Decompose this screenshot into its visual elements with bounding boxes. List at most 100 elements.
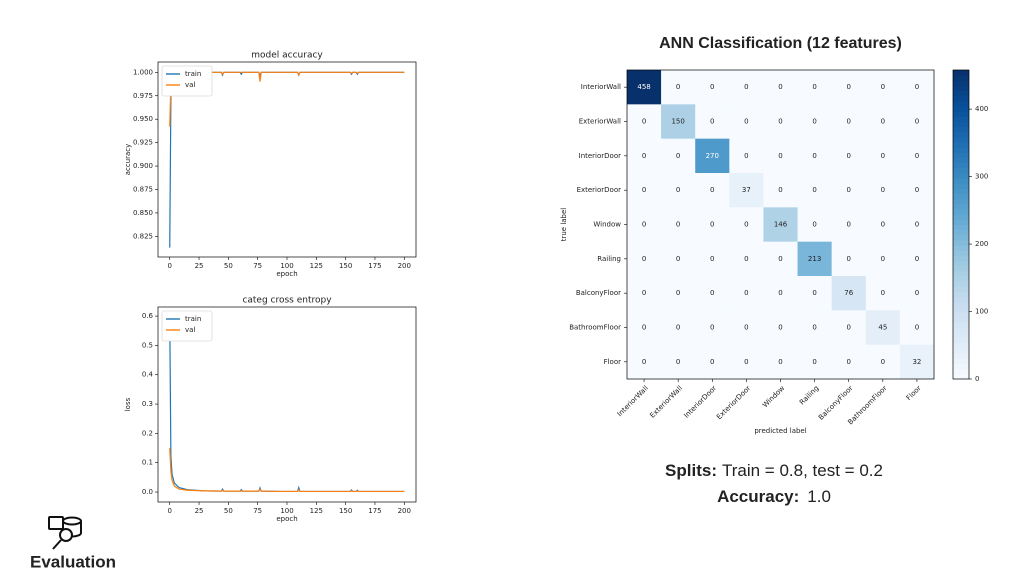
colorbar-step: [953, 250, 969, 256]
cell-value: 0: [642, 324, 646, 332]
cell: [797, 173, 832, 208]
cell: [661, 173, 696, 208]
x-tick-label: 0: [167, 507, 171, 515]
x-tick-label: 125: [310, 507, 323, 515]
cell: [763, 104, 798, 139]
colorbar-tick-label: 200: [975, 240, 988, 248]
cell: [695, 241, 730, 277]
y-tick-label: Floor: [604, 358, 622, 366]
cell: [661, 104, 696, 139]
chart-title: model accuracy: [251, 51, 323, 61]
cell-value: 0: [846, 83, 850, 91]
y-tick-label: 1.000: [133, 68, 153, 76]
colorbar-step: [953, 245, 969, 251]
cell: [797, 241, 832, 277]
colorbar-step: [953, 95, 969, 102]
cell-value: 0: [778, 152, 782, 160]
colorbar-step: [953, 348, 969, 354]
colorbar-step: [953, 121, 969, 128]
colorbar-step: [953, 327, 969, 334]
cell-value: 0: [778, 186, 782, 194]
y-tick-label: Window: [593, 221, 621, 229]
cell: [763, 344, 798, 380]
evaluation-icon: [48, 516, 82, 550]
cell-value: 0: [710, 221, 714, 229]
cell: [899, 276, 935, 311]
cell: [899, 70, 935, 105]
cell-value: 270: [706, 152, 719, 160]
cell-value: 0: [778, 289, 782, 297]
cell-value: 0: [778, 255, 782, 263]
cell-value: 0: [915, 83, 919, 91]
colorbar-step: [953, 75, 969, 81]
cell: [661, 70, 696, 105]
plot-frame: [157, 306, 417, 503]
colorbar-step: [953, 70, 969, 76]
cell-value: 150: [671, 118, 684, 126]
cell-value: 0: [744, 289, 748, 297]
x-tick-label: 100: [280, 262, 293, 270]
cell: [865, 344, 901, 380]
cell-value: 0: [846, 152, 850, 160]
colorbar-tick-label: 0: [975, 375, 979, 383]
cell: [865, 70, 901, 105]
y-tick-label: InteriorWall: [581, 83, 621, 91]
legend-label: train: [185, 70, 201, 78]
cell: [627, 104, 662, 139]
cell-value: 0: [642, 152, 646, 160]
colorbar-step: [953, 317, 969, 323]
cell: [695, 276, 730, 311]
cell: [661, 138, 696, 174]
y-tick-label: 0.1: [142, 459, 153, 467]
colorbar-step: [953, 219, 969, 225]
cell-value: 0: [744, 152, 748, 160]
cell: [899, 173, 935, 208]
colorbar-step: [953, 152, 969, 158]
cell: [627, 241, 662, 277]
colorbar-step: [953, 111, 969, 117]
cell-value: 0: [676, 152, 680, 160]
legend-label: val: [185, 326, 195, 334]
cell: [661, 241, 696, 277]
splits-text: Train = 0.8, test = 0.2: [722, 461, 883, 480]
cell: [763, 173, 798, 208]
cell-value: 0: [710, 358, 714, 366]
cell-value: 45: [878, 324, 887, 332]
colorbar-step: [953, 296, 969, 303]
colorbar-step: [953, 147, 969, 153]
cell-value: 0: [846, 221, 850, 229]
cell: [865, 173, 901, 208]
cell-value: 0: [812, 152, 816, 160]
cell: [729, 173, 764, 208]
cell-value: 37: [742, 186, 751, 194]
cell: [661, 207, 696, 242]
cell: [865, 138, 901, 174]
x-tick-label: 125: [310, 262, 323, 270]
cell: [831, 70, 867, 105]
x-tick-label: InteriorDoor: [682, 384, 718, 420]
cell: [763, 241, 798, 277]
cell-value: 146: [774, 221, 788, 229]
cell-value: 0: [881, 221, 885, 229]
y-tick-label: 0.0: [142, 488, 153, 496]
cell: [797, 344, 832, 380]
cell-value: 0: [778, 83, 782, 91]
cell: [899, 104, 935, 139]
cell: [797, 70, 832, 105]
colorbar-step: [953, 342, 969, 349]
cell: [831, 276, 867, 311]
y-axis-label: accuracy: [124, 144, 132, 176]
cell-value: 0: [881, 118, 885, 126]
legend-label: train: [185, 315, 201, 323]
matrix-frame: [626, 69, 935, 380]
cell-value: 76: [844, 289, 853, 297]
cell: [865, 276, 901, 311]
cell: [763, 70, 798, 105]
colorbar-step: [953, 224, 969, 231]
cell: [695, 173, 730, 208]
cell-value: 0: [881, 255, 885, 263]
cell-value: 0: [915, 255, 919, 263]
colorbar-step: [953, 193, 969, 200]
cell-value: 32: [912, 358, 921, 366]
x-tick-label: ExteriorDoor: [715, 384, 752, 421]
